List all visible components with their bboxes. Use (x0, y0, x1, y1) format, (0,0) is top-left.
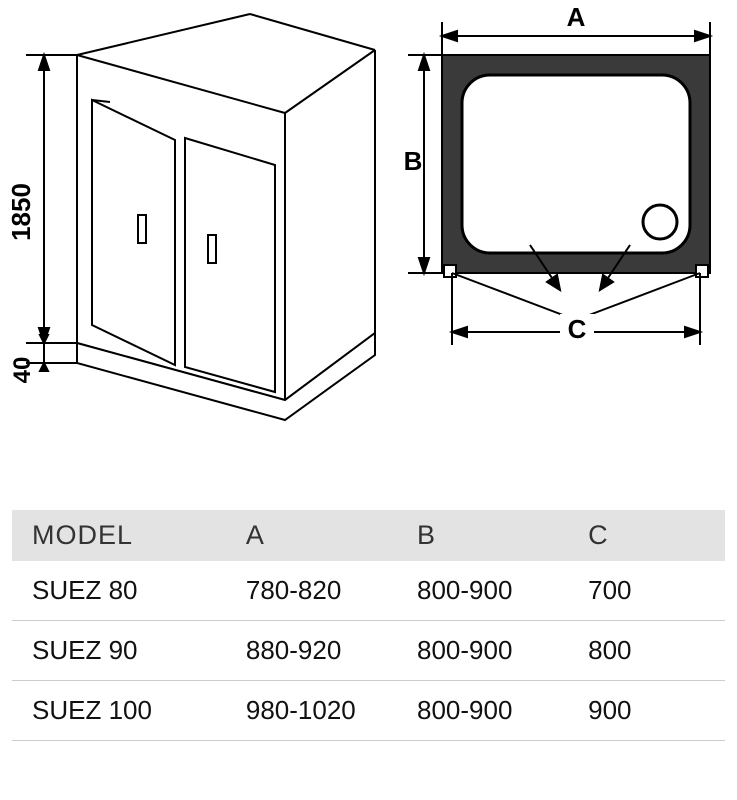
label-40: 40 (9, 357, 36, 384)
cell-A: 980-1020 (226, 681, 397, 741)
cell-model: SUEZ 90 (12, 621, 226, 681)
dim-B: B (404, 55, 442, 273)
diagram-svg: 1850 40 (0, 0, 737, 430)
cell-model: SUEZ 100 (12, 681, 226, 741)
label-A: A (567, 2, 586, 32)
dim-C: C (452, 273, 700, 345)
spec-table-wrap: MODEL A B C SUEZ 80 780-820 800-900 700 … (12, 510, 725, 741)
header-C: C (568, 510, 725, 561)
label-C: C (568, 314, 587, 344)
cell-model: SUEZ 80 (12, 561, 226, 621)
table-row: SUEZ 80 780-820 800-900 700 (12, 561, 725, 621)
dim-1850: 1850 (6, 55, 77, 343)
label-B: B (404, 146, 423, 176)
cell-B: 800-900 (397, 621, 568, 681)
cell-A: 880-920 (226, 621, 397, 681)
diagram-area: 1850 40 (0, 0, 737, 430)
cell-C: 700 (568, 561, 725, 621)
spec-table: MODEL A B C SUEZ 80 780-820 800-900 700 … (12, 510, 725, 741)
header-model: MODEL (12, 510, 226, 561)
cell-A: 780-820 (226, 561, 397, 621)
header-A: A (226, 510, 397, 561)
table-header-row: MODEL A B C (12, 510, 725, 561)
cell-B: 800-900 (397, 681, 568, 741)
label-1850: 1850 (6, 183, 36, 241)
dim-A: A (442, 2, 710, 55)
plan-view (442, 55, 710, 277)
cell-B: 800-900 (397, 561, 568, 621)
cell-C: 800 (568, 621, 725, 681)
table-row: SUEZ 90 880-920 800-900 800 (12, 621, 725, 681)
cell-C: 900 (568, 681, 725, 741)
iso-enclosure (77, 14, 375, 420)
header-B: B (397, 510, 568, 561)
table-row: SUEZ 100 980-1020 800-900 900 (12, 681, 725, 741)
